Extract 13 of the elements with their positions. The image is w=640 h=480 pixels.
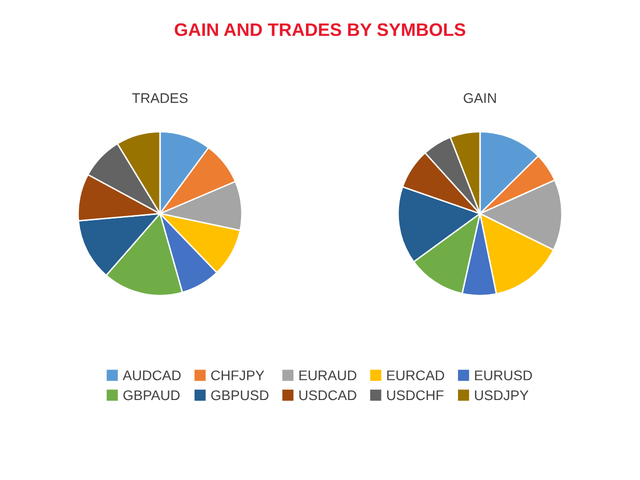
legend-label: GBPUSD: [211, 390, 268, 400]
chart-subtitle: GAIN: [464, 93, 496, 104]
legend-label: EURUSD: [475, 370, 532, 380]
legend-label: EURAUD: [299, 370, 356, 380]
legend-label: USDCHF: [387, 390, 444, 400]
legend-label: EURCAD: [387, 370, 444, 380]
legend-label: GBPAUD: [123, 390, 180, 400]
legend-label: USDCAD: [299, 390, 356, 400]
chart-title: GAIN AND TRADES BY SYMBOLS: [174, 23, 466, 36]
legend-label: USDJPY: [475, 390, 528, 400]
legend-label: CHFJPY: [211, 370, 264, 380]
legend-label: AUDCAD: [122, 370, 181, 380]
chart-subtitle: TRADES: [132, 93, 188, 104]
